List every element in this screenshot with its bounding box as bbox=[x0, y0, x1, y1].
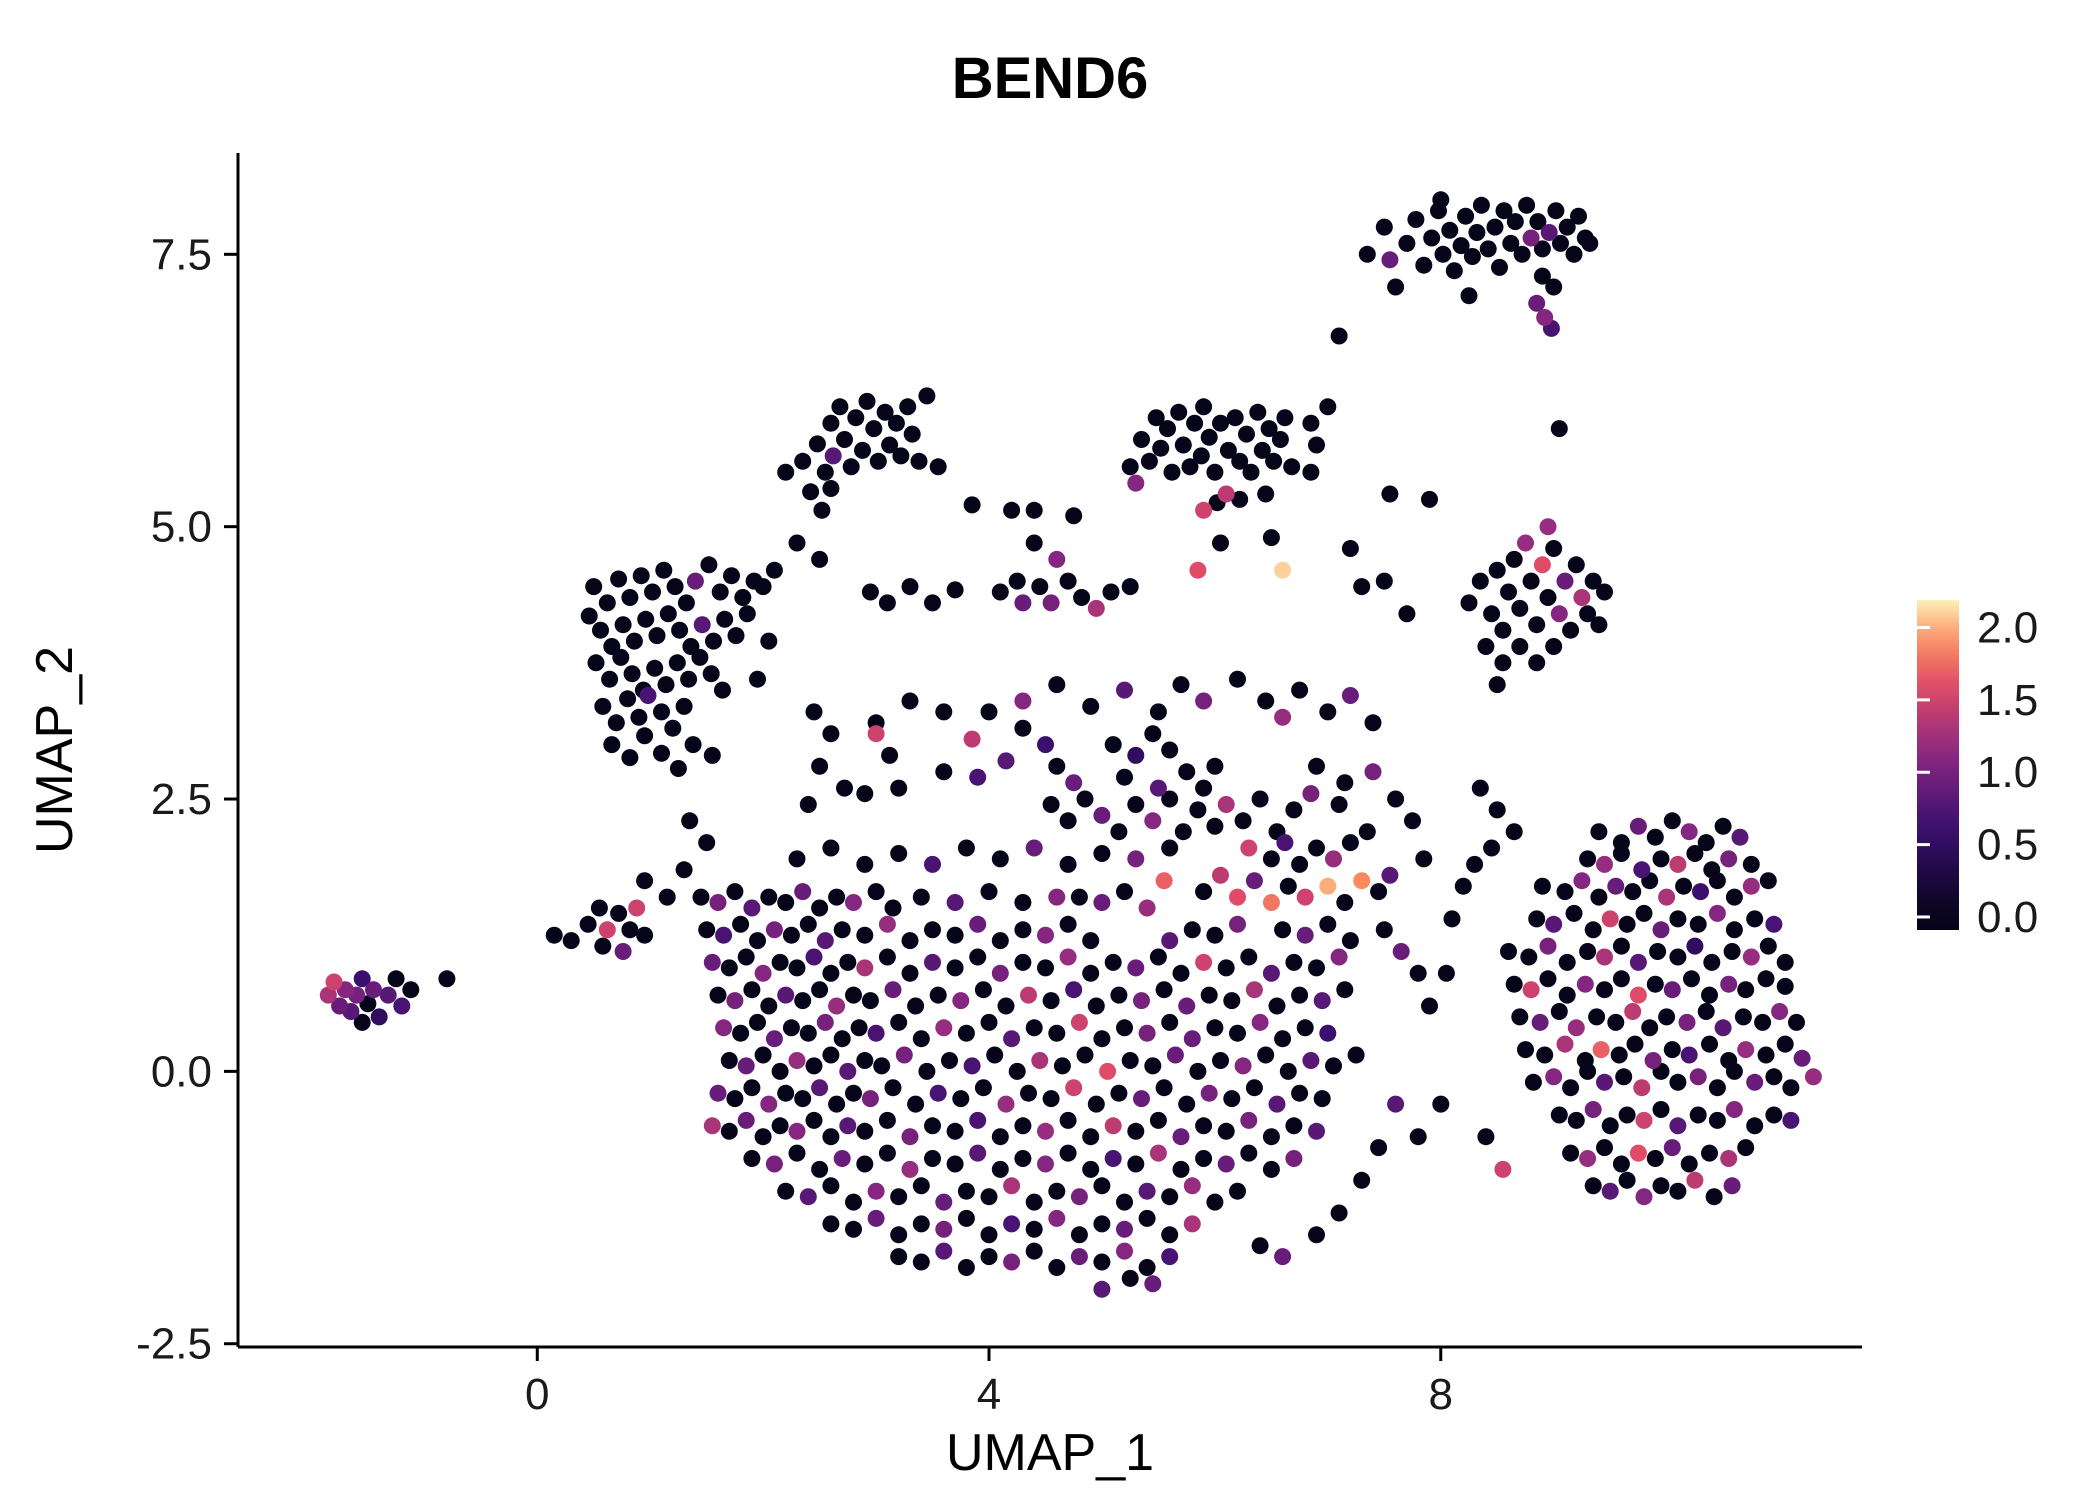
svg-text:0.5: 0.5 bbox=[1977, 821, 2038, 870]
svg-text:2.5: 2.5 bbox=[151, 775, 212, 824]
colorbar-ticks bbox=[1917, 626, 1930, 919]
svg-text:2.0: 2.0 bbox=[1977, 604, 2038, 653]
svg-text:-2.5: -2.5 bbox=[136, 1320, 212, 1369]
plot-title: BEND6 bbox=[952, 46, 1149, 111]
svg-text:8: 8 bbox=[1429, 1370, 1453, 1419]
svg-text:1.5: 1.5 bbox=[1977, 676, 2038, 725]
colorbar-labels: 2.0 1.5 1.0 0.5 0.0 bbox=[1977, 604, 2038, 942]
y-axis-title: UMAP_2 bbox=[26, 646, 84, 854]
scatter-points-layer bbox=[319, 191, 1822, 1298]
x-axis-title: UMAP_1 bbox=[946, 1424, 1154, 1482]
svg-text:4: 4 bbox=[977, 1370, 1001, 1419]
expression-colorbar: 2.0 1.5 1.0 0.5 0.0 bbox=[1917, 600, 2038, 942]
svg-text:0: 0 bbox=[525, 1370, 549, 1419]
svg-text:5.0: 5.0 bbox=[151, 503, 212, 552]
x-axis-ticks: 0 4 8 bbox=[525, 1347, 1453, 1419]
y-axis-ticks: -2.5 0.0 2.5 5.0 7.5 bbox=[136, 230, 238, 1369]
svg-text:0.0: 0.0 bbox=[151, 1047, 212, 1096]
svg-text:7.5: 7.5 bbox=[151, 230, 212, 279]
svg-text:1.0: 1.0 bbox=[1977, 748, 2038, 797]
svg-text:0.0: 0.0 bbox=[1977, 893, 2038, 942]
colorbar-gradient bbox=[1917, 600, 1959, 930]
axes-layer: 0 4 8 -2.5 0.0 2.5 5.0 7.5 bbox=[136, 153, 1862, 1419]
